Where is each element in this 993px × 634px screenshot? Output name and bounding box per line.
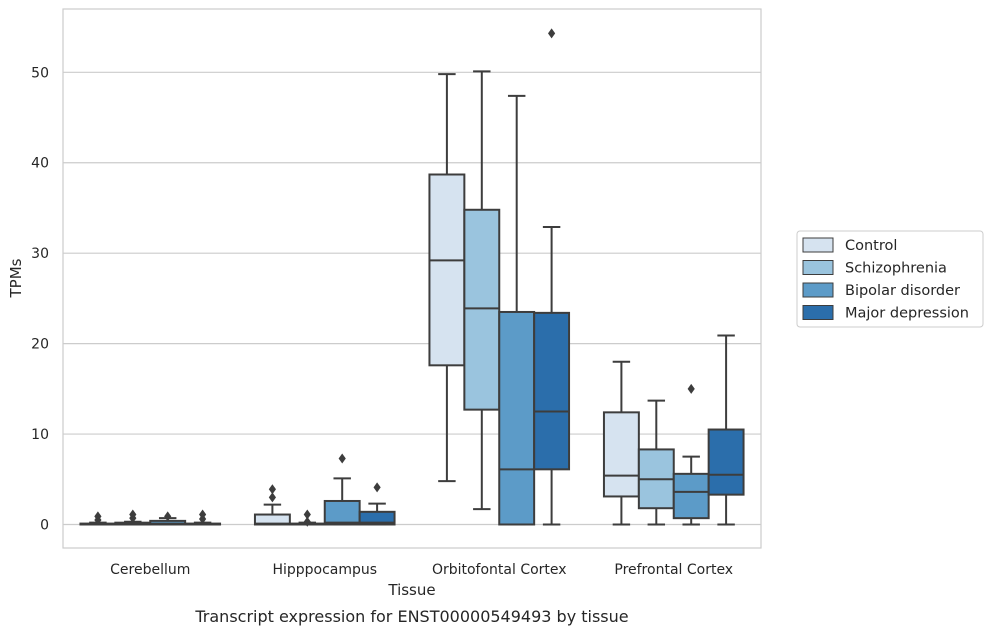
x-tick-label: Orbitofontal Cortex	[432, 562, 567, 578]
box-control-cerebellum	[79, 511, 117, 526]
x-tick-label: Cerebellum	[110, 562, 190, 578]
box-major-depression-cerebellum	[184, 509, 222, 526]
legend-swatch	[802, 305, 834, 320]
box-bipolar-disorder-cerebellum	[149, 511, 187, 526]
outlier-point	[687, 383, 695, 394]
box-schizophrenia-hipppocampus	[288, 509, 326, 527]
y-tick-label: 20	[31, 337, 49, 353]
y-axis-label: TPMs	[7, 258, 25, 298]
box-body	[428, 173, 466, 367]
outlier-point	[548, 28, 556, 39]
box-bipolar-disorder-hipppocampus	[323, 453, 361, 526]
box-body	[533, 311, 571, 471]
legend: Control Schizophrenia Bipolar disorder Majo…	[796, 230, 984, 328]
box-major-depression-hipppocampus	[358, 482, 396, 526]
box-bipolar-disorder-orbitofontal-cortex	[498, 94, 536, 526]
legend-label: Major depression	[845, 306, 969, 322]
legend-label: Bipolar disorder	[845, 283, 960, 299]
box-body	[358, 510, 396, 526]
y-tick-label: 10	[31, 427, 49, 443]
box-bipolar-disorder-prefrontal-cortex	[672, 383, 710, 526]
box-schizophrenia-cerebellum	[114, 509, 152, 526]
chart-caption: Transcript expression for ENST0000054949…	[194, 607, 628, 626]
box-major-depression-orbitofontal-cortex	[533, 28, 571, 526]
outlier-point	[373, 482, 381, 493]
legend-swatch	[802, 282, 834, 298]
legend-label: Control	[845, 238, 897, 254]
x-tick-labels: Cerebellum Hipppocampus Orbitofontal Corte…	[110, 562, 733, 578]
x-tick-label: Hipppocampus	[272, 562, 377, 578]
box-body	[672, 472, 710, 520]
box-major-depression-prefrontal-cortex	[707, 334, 745, 526]
legend-swatch	[802, 237, 834, 253]
legend-frame	[796, 230, 984, 328]
outlier-point	[303, 509, 311, 520]
box-schizophrenia-prefrontal-cortex	[637, 399, 675, 526]
y-tick-label: 50	[31, 65, 49, 81]
outlier-point	[164, 511, 172, 522]
x-tick-label: Prefrontal Cortex	[614, 562, 733, 578]
box-control-hipppocampus	[253, 484, 291, 526]
box-control-prefrontal-cortex	[602, 360, 640, 526]
y-tick-labels: 0 10 20 30 40 50	[31, 65, 49, 533]
outlier-point	[129, 509, 137, 520]
box-body	[707, 428, 745, 496]
box-body	[602, 411, 640, 498]
x-axis-label: Tissue	[387, 581, 435, 599]
box-control-orbitofontal-cortex	[428, 73, 466, 483]
outlier-point	[199, 509, 207, 520]
outlier-point	[338, 453, 346, 464]
y-tick-label: 40	[31, 156, 49, 172]
box-body	[323, 499, 361, 526]
outlier-point	[94, 511, 102, 522]
outlier-point	[268, 484, 276, 495]
boxes	[79, 28, 745, 527]
box-body	[463, 208, 501, 411]
plot-frame	[62, 8, 762, 549]
outlier-point	[303, 516, 311, 527]
gridlines	[63, 71, 761, 526]
box-body	[498, 310, 536, 526]
box-schizophrenia-orbitofontal-cortex	[463, 70, 501, 511]
legend-label: Schizophrenia	[845, 261, 947, 277]
outlier-point	[268, 492, 276, 503]
legend-swatch	[802, 260, 834, 275]
y-tick-label: 30	[31, 246, 49, 262]
y-tick-label: 0	[40, 517, 49, 533]
